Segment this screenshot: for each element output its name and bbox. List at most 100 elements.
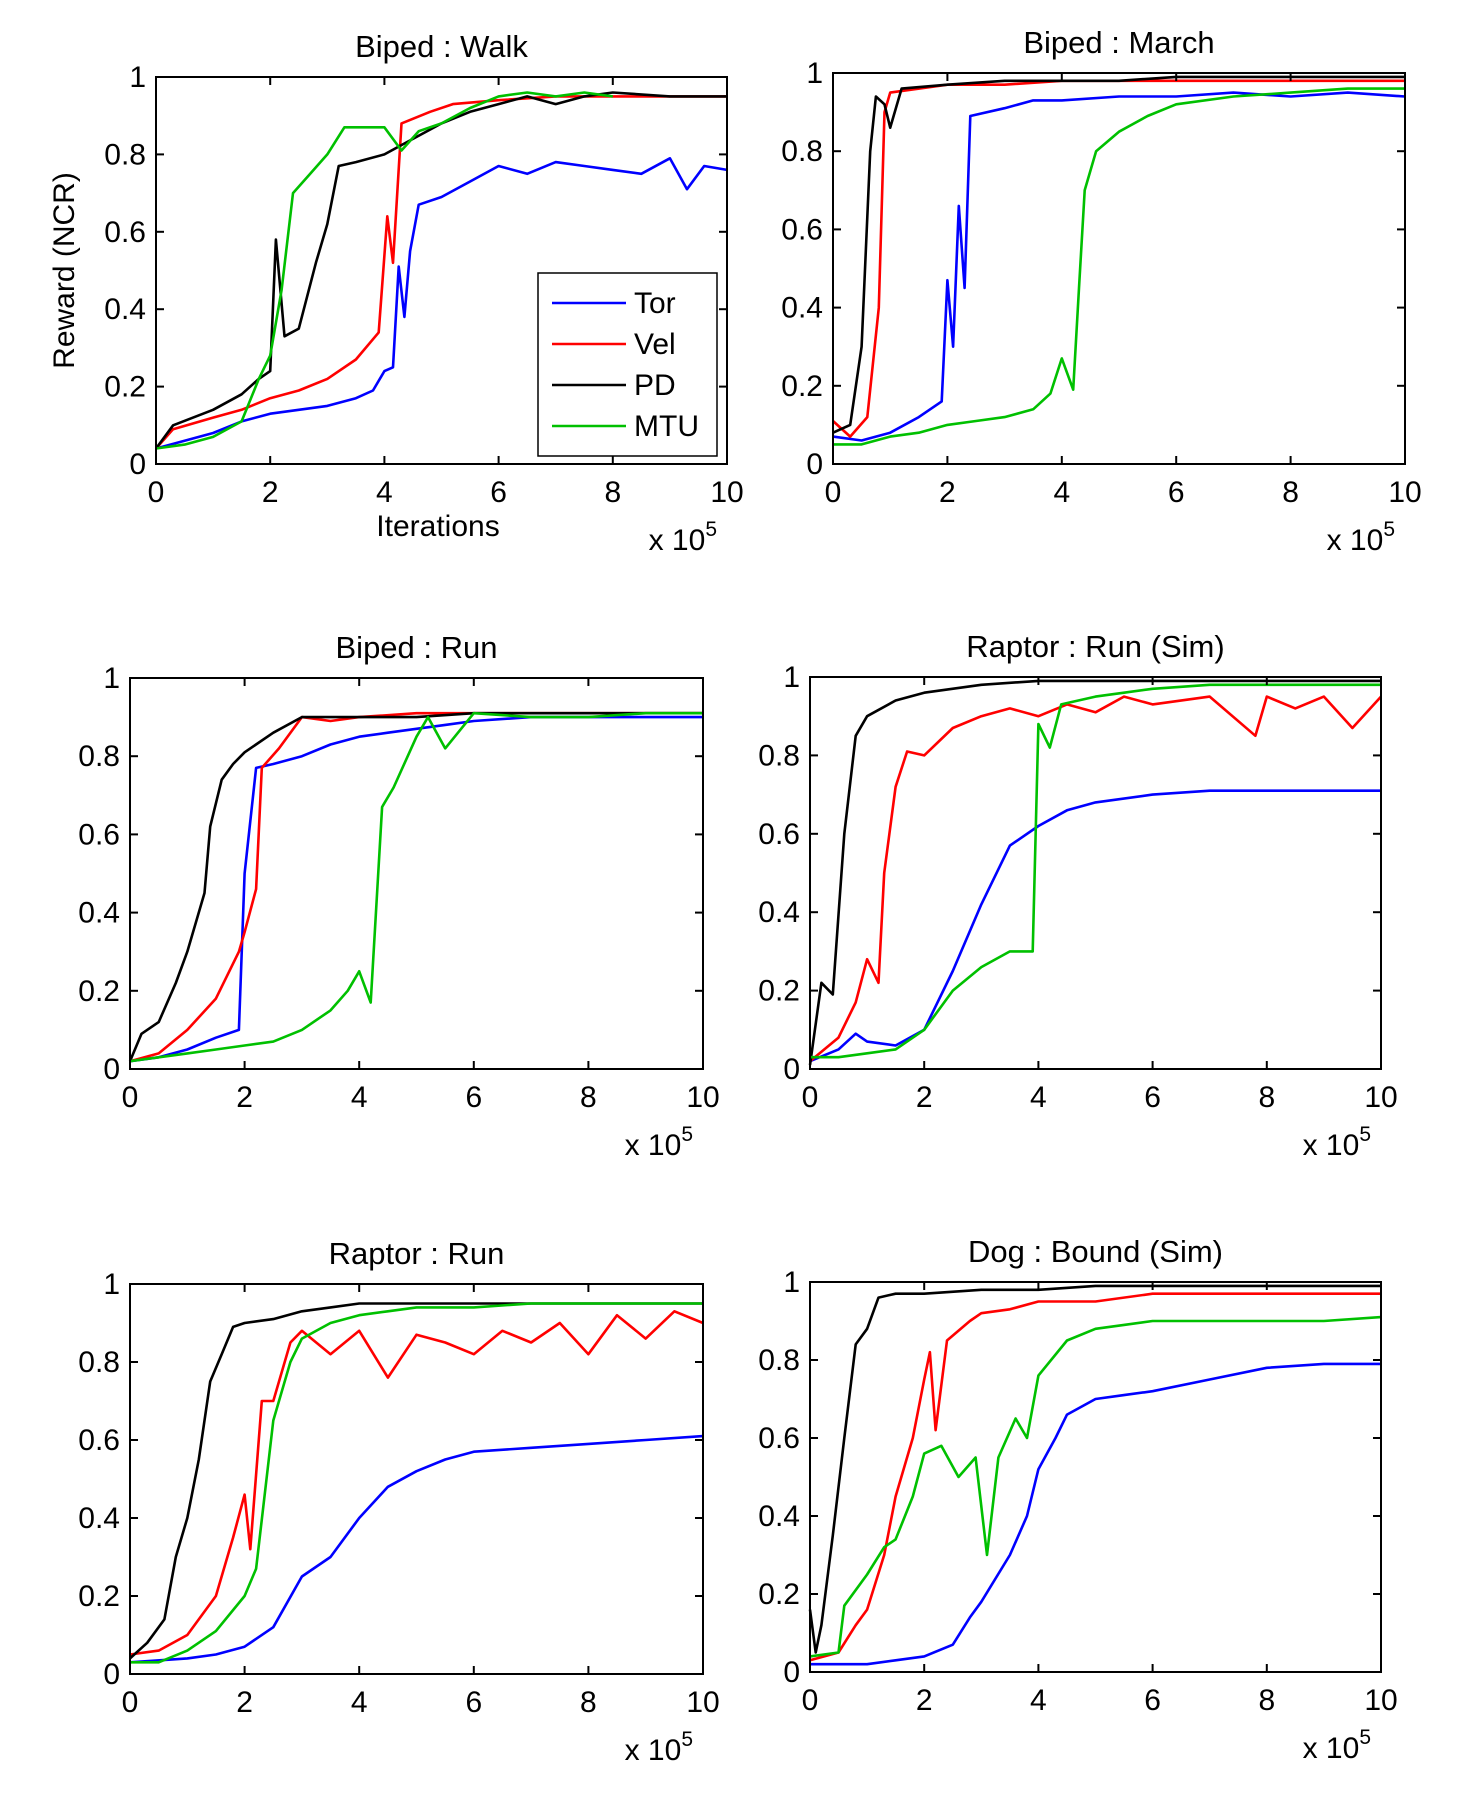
x-tick-label: 4	[1053, 476, 1070, 509]
x-tick-label: 10	[686, 1081, 719, 1114]
series-line-mtu	[810, 683, 1381, 1059]
y-tick-label: 0	[806, 448, 823, 481]
plot-frame	[129, 677, 704, 1070]
y-tick-label: 0.4	[78, 1502, 120, 1535]
x-multiplier-base: x 10	[649, 524, 706, 557]
legend-label: Vel	[634, 328, 676, 361]
legend-label: MTU	[634, 410, 699, 443]
series-line-vel	[809, 695, 1382, 1063]
x-tick-label: 6	[1144, 1081, 1161, 1114]
x-tick-label: 10	[686, 1686, 719, 1719]
chart-title: Biped : Walk	[355, 29, 528, 64]
x-tick-label: 2	[262, 476, 279, 509]
x-tick-label: 0	[122, 1686, 139, 1719]
x-tick-label: 0	[122, 1081, 139, 1114]
series-line-tor	[155, 157, 728, 450]
y-tick-label: 0.6	[104, 216, 146, 249]
series-line-mtu	[833, 87, 1405, 446]
plot-frame	[832, 72, 1406, 465]
series-line-pd	[154, 91, 727, 450]
y-tick-label: 0.8	[78, 1346, 120, 1379]
y-tick-label: 0.8	[758, 1344, 800, 1377]
x-multiplier-base: x 10	[625, 1129, 682, 1162]
chart-panel: Dog : Bound (Sim) 0 2 4 6 8 10 0 0.2 0.4 0.6 0.8 1 x …	[758, 1234, 1397, 1765]
y-tick-label: 1	[103, 662, 120, 695]
y-tick-label: 0.2	[758, 975, 800, 1008]
x-tick-label: 4	[351, 1686, 368, 1719]
y-tick-label: 0	[103, 1053, 120, 1086]
plot-frame	[809, 676, 1382, 1070]
x-tick-label: 10	[1388, 476, 1421, 509]
chart-panel: Biped : Run 0 2 4 6 8 10 0 0.2 0.4 0.6 0.8 1 x 105	[78, 630, 719, 1162]
x-multiplier-exponent: 5	[681, 1728, 693, 1751]
x-tick-label: 4	[1030, 1081, 1047, 1114]
series-line-vel	[129, 711, 703, 1063]
series-line-vel	[809, 1292, 1381, 1662]
x-tick-label: 8	[1282, 476, 1299, 509]
x-multiplier: x 105	[625, 1728, 693, 1767]
x-multiplier-exponent: 5	[681, 1123, 693, 1146]
series-line-tor	[809, 789, 1381, 1063]
x-multiplier-exponent: 5	[1359, 1123, 1371, 1146]
y-tick-label: 0.8	[781, 135, 823, 168]
chart-panel: Raptor : Run (Sim) 0 2 4 6 8 10 0 0.2 0.4 0.6 0.8 1 x…	[758, 629, 1397, 1162]
y-tick-label: 0.8	[78, 740, 120, 773]
series-line-pd	[808, 1284, 1381, 1654]
y-axis-label: Reward (NCR)	[48, 172, 81, 369]
y-tick-label: 0.6	[781, 213, 823, 246]
x-tick-label: 6	[1168, 476, 1185, 509]
series-line-vel	[129, 1310, 704, 1656]
x-tick-label: 6	[465, 1686, 482, 1719]
x-tick-label: 6	[1144, 1684, 1161, 1717]
y-tick-label: 0	[783, 1053, 800, 1086]
x-tick-label: 6	[490, 476, 507, 509]
series-line-mtu	[129, 711, 703, 1063]
x-tick-label: 8	[580, 1686, 597, 1719]
y-tick-label: 0.4	[78, 897, 120, 930]
y-tick-label: 0.2	[78, 1580, 120, 1613]
x-tick-label: 8	[580, 1081, 597, 1114]
y-tick-label: 1	[129, 61, 146, 94]
x-tick-label: 2	[916, 1081, 933, 1114]
x-multiplier-exponent: 5	[1359, 1726, 1371, 1749]
series-line-pd	[808, 679, 1381, 1066]
y-tick-label: 0	[129, 448, 146, 481]
y-tick-label: 0.4	[758, 1500, 800, 1533]
x-tick-label: 2	[236, 1081, 253, 1114]
x-tick-label: 8	[1258, 1081, 1275, 1114]
chart-panel: Biped : March 0 2 4 6 8 10 0 0.2 0.4 0.6 0.8 1 x 105	[781, 25, 1421, 557]
x-tick-label: 10	[1364, 1684, 1397, 1717]
legend-label: PD	[634, 369, 676, 402]
x-tick-label: 0	[825, 476, 842, 509]
x-multiplier: x 105	[1327, 518, 1395, 557]
chart-title: Biped : March	[1023, 25, 1214, 60]
y-tick-label: 0.4	[758, 896, 800, 929]
series-line-vel	[832, 79, 1405, 438]
y-tick-label: 0.4	[104, 293, 146, 326]
series-line-tor	[129, 715, 703, 1063]
plot-frame	[129, 1283, 704, 1675]
series-line-pd	[129, 1302, 703, 1660]
x-tick-label: 8	[604, 476, 621, 509]
chart-panel: Raptor : Run 0 2 4 6 8 10 0 0.2 0.4 0.6 0.8 1 x 105	[78, 1236, 719, 1767]
chart-panel: Biped : Walk 0 2 4 6 8 10 0 0.2 0.4 0.6 0.8 1 x 105 It…	[48, 29, 744, 557]
y-tick-label: 1	[806, 57, 823, 90]
x-multiplier-base: x 10	[1303, 1732, 1360, 1765]
x-multiplier: x 105	[625, 1123, 693, 1162]
y-tick-label: 0.2	[104, 371, 146, 404]
y-tick-label: 0.4	[781, 292, 823, 325]
series-line-pd	[128, 711, 703, 1062]
x-multiplier: x 105	[649, 518, 717, 557]
x-tick-label: 10	[710, 476, 743, 509]
chart-title: Raptor : Run (Sim)	[966, 629, 1224, 664]
x-multiplier-exponent: 5	[705, 518, 717, 541]
series-line-mtu	[155, 91, 613, 450]
x-tick-label: 4	[351, 1081, 368, 1114]
x-multiplier: x 105	[1303, 1123, 1371, 1162]
legend-label: Tor	[634, 287, 676, 320]
y-tick-label: 0.6	[78, 1424, 120, 1457]
x-tick-label: 10	[1364, 1081, 1397, 1114]
x-tick-label: 0	[148, 476, 165, 509]
y-tick-label: 0.2	[78, 975, 120, 1008]
